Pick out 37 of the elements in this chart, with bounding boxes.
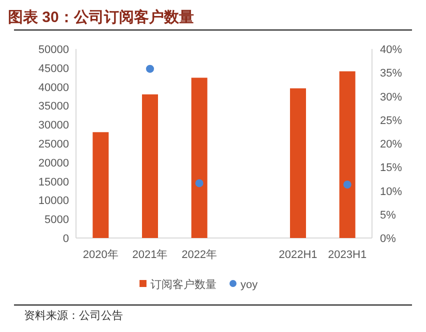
- y2-tick-label: 0%: [380, 233, 396, 245]
- y-tick-label: 15000: [38, 176, 69, 188]
- y2-tick-label: 15%: [380, 162, 402, 174]
- y-tick-label: 45000: [38, 62, 69, 75]
- y2-tick-label: 35%: [380, 68, 402, 80]
- y2-tick-label: 10%: [380, 186, 402, 198]
- y-tick-label: 0: [62, 233, 69, 245]
- bar: [142, 94, 158, 238]
- x-tick-label: 2020年: [82, 249, 118, 261]
- y2-tick-label: 20%: [380, 138, 402, 150]
- legend-label: yoy: [240, 279, 258, 291]
- bar: [290, 88, 306, 238]
- text: 资料来源：公司公告: [24, 309, 123, 322]
- bar: [339, 71, 356, 238]
- y-tick-label: 5000: [44, 214, 69, 226]
- chart-title: 图表 30：公司订阅客户数量: [8, 8, 194, 26]
- y2-tick-label: 25%: [380, 114, 402, 127]
- y-tick-label: 10000: [38, 195, 69, 208]
- x-tick-label: 2023H1: [328, 249, 367, 261]
- y-tick-label: 35000: [38, 100, 69, 113]
- point: [195, 179, 204, 188]
- legend-label: 订阅客户数量: [150, 278, 216, 291]
- x-tick-label: 2022H1: [278, 249, 318, 261]
- y-tick-label: 50000: [38, 44, 69, 56]
- y-tick-label: 30000: [38, 120, 69, 132]
- y2-tick-label: 30%: [380, 91, 402, 104]
- point: [146, 64, 154, 73]
- y-tick-label: 40000: [38, 82, 69, 94]
- bar: [92, 132, 109, 238]
- y2-tick-label: 5%: [380, 209, 396, 222]
- x-tick-label: 2022年: [182, 249, 218, 261]
- bar: [191, 78, 208, 238]
- y-tick-label: 25000: [38, 138, 69, 150]
- y2-tick-label: 40%: [380, 44, 402, 56]
- point: [343, 180, 352, 189]
- x-tick-label: 2021年: [132, 249, 168, 261]
- y-tick-label: 20000: [38, 157, 69, 170]
